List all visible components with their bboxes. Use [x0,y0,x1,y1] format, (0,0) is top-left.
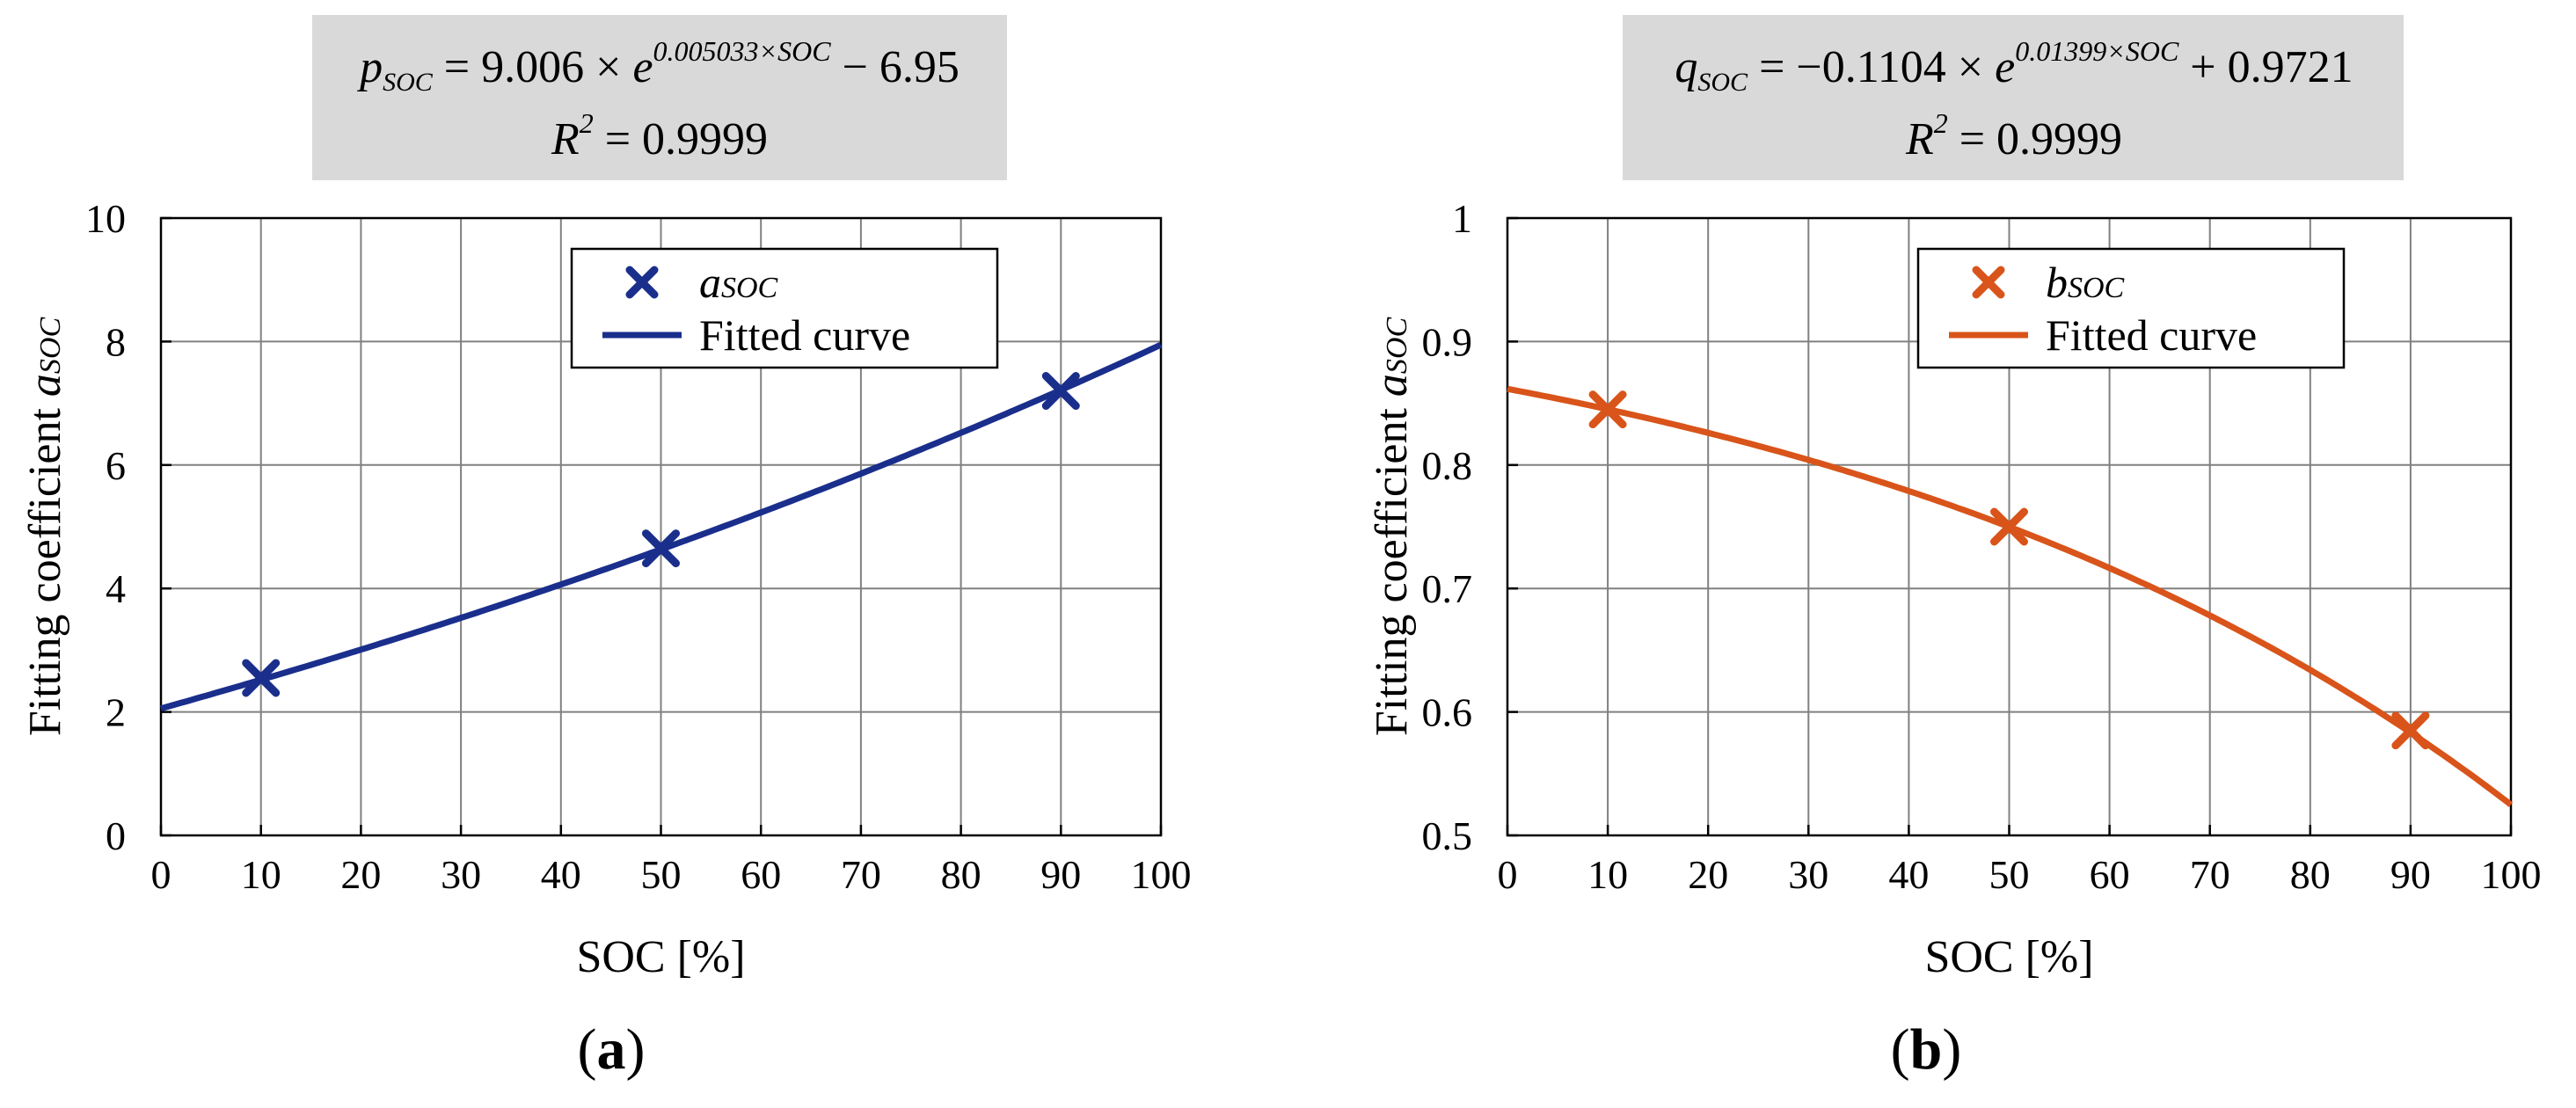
y-axis-label: Fitting coefficient aSOC [1367,317,1417,737]
equation-background [1623,15,2404,180]
y-tick-label: 6 [106,443,126,488]
x-tick-label: 70 [2190,852,2230,897]
legend-box [570,247,999,369]
x-tick-label: 30 [1788,852,1828,897]
y-tick-label: 8 [106,319,126,364]
y-tick-label: 0.5 [1422,813,1473,858]
x-tick-label: 0 [151,852,171,897]
legend-marker-icon [625,266,659,299]
x-tick-label: 20 [1688,852,1728,897]
data-point-marker [242,659,281,697]
y-tick-label: 0.8 [1422,443,1473,488]
data-point-marker [642,529,680,568]
y-tick-label: 1 [1452,196,1472,241]
panel-label: (a) [578,1017,646,1082]
x-tick-label: 70 [841,852,881,897]
y-tick-label: 0 [106,813,126,858]
x-axis-label: SOC [%] [576,932,745,982]
y-tick-label: 4 [106,566,126,611]
y-tick-label: 0.6 [1422,690,1473,735]
x-tick-label: 80 [2290,852,2331,897]
fit-equation: qSOC = −0.1104 × e0.01399×SOC + 0.9721 [1675,35,2353,97]
legend-line-label: Fitted curve [699,310,910,360]
legend-box [1916,247,2346,369]
y-tick-label: 10 [85,196,126,241]
legend-line-label: Fitted curve [2046,310,2257,360]
x-tick-label: 40 [1888,852,1929,897]
x-tick-label: 0 [1498,852,1518,897]
x-tick-label: 100 [1131,852,1192,897]
x-tick-label: 60 [2090,852,2130,897]
x-tick-label: 80 [941,852,982,897]
chart-panel-b: 0 10 20 30 40 50 60 70 80 90 100 0.5 0.6 0.7 0.8 0.9 1 bS… [1367,15,2542,1082]
x-tick-label: 60 [741,852,781,897]
y-axis-label: Fitting coefficient aSOC [20,317,70,737]
data-point-marker [2391,711,2430,750]
y-tick-label: 2 [106,690,126,735]
y-tick-label: 0.9 [1422,319,1473,364]
x-tick-label: 50 [1989,852,2030,897]
x-tick-label: 40 [541,852,581,897]
x-tick-label: 20 [340,852,381,897]
chart-panel-a: 0 10 20 30 40 50 60 70 80 90 100 0 2 4 6 8 10 aSOCFitted … [20,15,1192,1082]
equation-box: pSOC = 9.006 × e0.005033×SOC − 6.95 R2 = … [312,15,1007,180]
legend-marker-icon [1972,266,2005,299]
data-point-marker [1041,372,1080,411]
r-squared: R2 = 0.9999 [551,107,768,164]
fit-equation: pSOC = 9.006 × e0.005033×SOC − 6.95 [356,35,960,97]
x-tick-label: 10 [241,852,281,897]
data-point-marker [1588,390,1627,429]
x-tick-label: 50 [641,852,682,897]
x-tick-label: 10 [1587,852,1628,897]
legend-marker-label: aSOC [699,258,778,307]
x-tick-label: 30 [441,852,481,897]
y-tick-label: 0.7 [1422,566,1473,611]
equation-background [312,15,1007,180]
x-tick-label: 90 [1040,852,1081,897]
x-tick-label: 90 [2390,852,2431,897]
equation-box: qSOC = −0.1104 × e0.01399×SOC + 0.9721 R2… [1623,15,2404,180]
x-axis-label: SOC [%] [1924,932,2093,982]
x-tick-label: 100 [2481,852,2542,897]
panel-label: (b) [1891,1017,1962,1082]
data-point-marker [1990,507,2028,546]
r-squared: R2 = 0.9999 [1905,107,2122,164]
legend-marker-label: bSOC [2046,258,2125,307]
